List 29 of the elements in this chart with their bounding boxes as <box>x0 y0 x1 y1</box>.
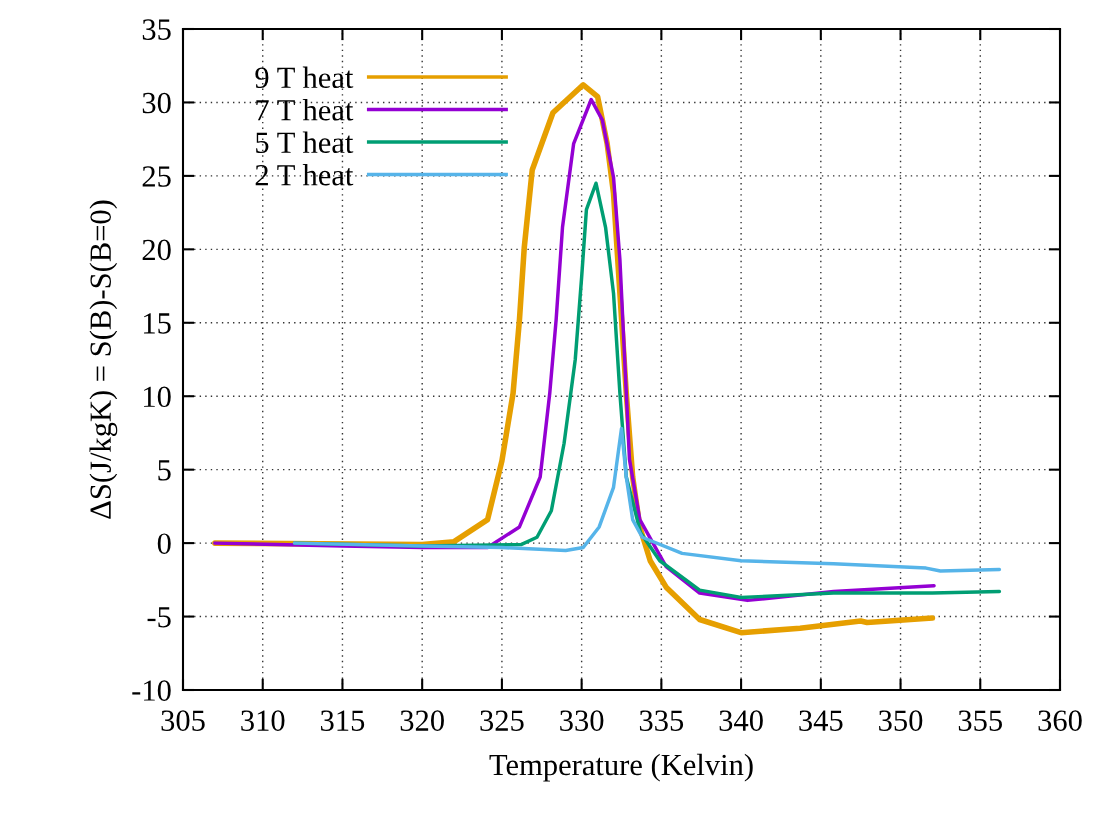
legend-label: 9 T heat <box>255 66 354 89</box>
x-tick-label: 340 <box>719 710 763 731</box>
y-tick-label: 30 <box>142 92 171 114</box>
y-tick-label: 0 <box>157 533 171 555</box>
legend-label: 7 T heat <box>256 99 354 121</box>
y-tick-label: -10 <box>132 680 171 701</box>
y-tick-label: 20 <box>142 239 171 261</box>
y-tick-label: 35 <box>142 19 171 40</box>
x-tick-label: 315 <box>321 710 365 731</box>
y-tick-label: 10 <box>144 386 171 408</box>
y-tick-label: 15 <box>144 313 171 334</box>
x-tick-label: 325 <box>480 710 524 731</box>
line-series <box>292 426 1002 573</box>
x-tick-label: 305 <box>161 710 205 731</box>
x-tick-label: 335 <box>639 710 684 731</box>
legend-label: 2 T heat <box>255 164 354 186</box>
x-tick-label: 345 <box>799 710 843 731</box>
y-tick-label: 25 <box>142 166 171 187</box>
x-axis-title: Temperature (Kelvin) <box>489 753 753 782</box>
x-tick-label: 310 <box>241 710 285 731</box>
x-tick-label: 350 <box>879 710 923 731</box>
x-tick-label: 360 <box>1038 710 1082 731</box>
x-tick-label: 320 <box>400 710 444 731</box>
x-tick-label: 330 <box>560 710 604 731</box>
y-tick-label: -5 <box>147 607 171 628</box>
y-tick-label: 5 <box>158 460 171 481</box>
legend-label: 5 T heat <box>256 131 354 154</box>
y-axis-title: ΔS(J/kgK) = S(B)-S(B=0) <box>89 200 118 519</box>
x-tick-label: 355 <box>958 710 1002 731</box>
